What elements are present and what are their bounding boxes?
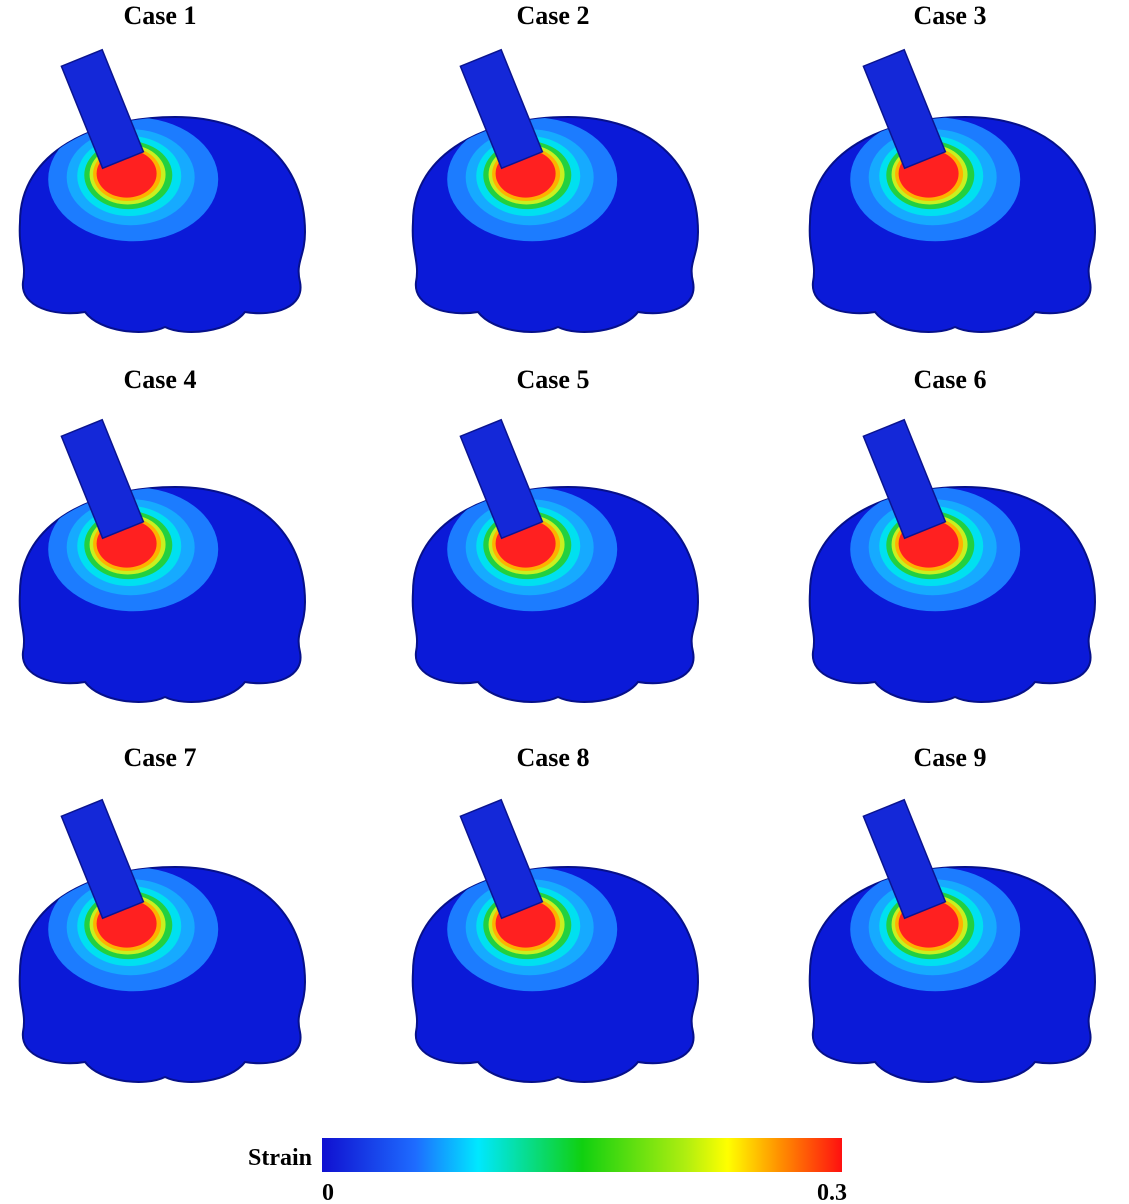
panel: Case 9 bbox=[810, 743, 1095, 1082]
panel: Case 6 bbox=[810, 365, 1095, 702]
panel-title: Case 8 bbox=[517, 743, 590, 772]
panel: Case 5 bbox=[413, 365, 698, 702]
colorbar-gradient bbox=[322, 1138, 842, 1172]
colorbar-tick-label: 0 bbox=[322, 1180, 334, 1204]
panel-title: Case 6 bbox=[914, 365, 987, 394]
panel-title: Case 2 bbox=[517, 1, 590, 30]
panel: Case 1 bbox=[20, 1, 305, 332]
colorbar: Strain 0 0.3 bbox=[248, 1138, 847, 1204]
panel: Case 3 bbox=[810, 1, 1095, 332]
figure: Case 1 Case 2 Case 3 Case 4 Case 5 Case 6 Case… bbox=[0, 0, 1129, 1204]
panel: Case 8 bbox=[413, 743, 698, 1082]
panel: Case 7 bbox=[20, 743, 305, 1082]
panel-title: Case 3 bbox=[914, 1, 987, 30]
colorbar-label: Strain bbox=[248, 1145, 312, 1171]
panel: Case 4 bbox=[20, 365, 305, 702]
panel-title: Case 7 bbox=[124, 743, 197, 772]
panel-title: Case 9 bbox=[914, 743, 987, 772]
panel: Case 2 bbox=[413, 1, 698, 332]
panels: Case 1 Case 2 Case 3 Case 4 Case 5 Case 6 Case… bbox=[20, 1, 1095, 1082]
panel-title: Case 1 bbox=[124, 1, 197, 30]
colorbar-tick-label: 0.3 bbox=[817, 1180, 847, 1204]
panel-title: Case 4 bbox=[124, 365, 197, 394]
panel-title: Case 5 bbox=[517, 365, 590, 394]
